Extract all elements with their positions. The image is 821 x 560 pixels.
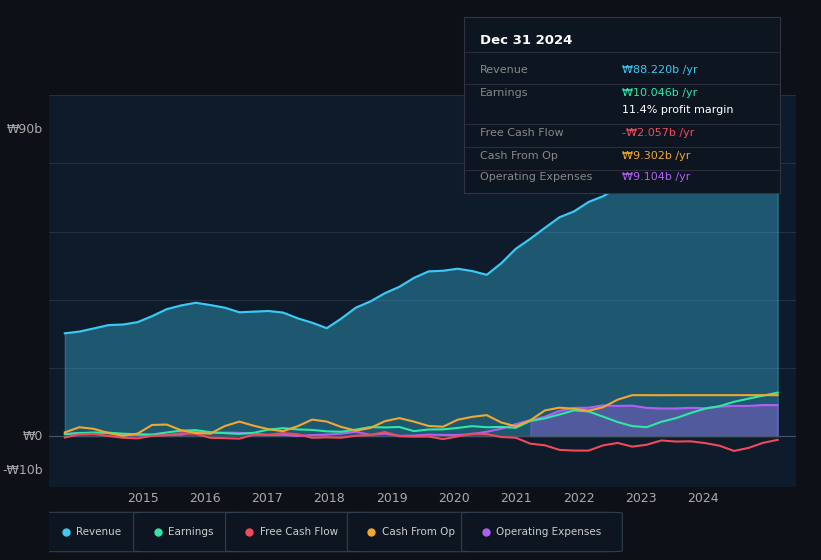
FancyBboxPatch shape [226,512,371,552]
Text: -₩2.057b /yr: -₩2.057b /yr [622,128,695,138]
Text: Operating Expenses: Operating Expenses [479,172,592,183]
FancyBboxPatch shape [347,512,485,552]
Text: Free Cash Flow: Free Cash Flow [260,527,338,537]
Text: Operating Expenses: Operating Expenses [496,527,601,537]
Text: Revenue: Revenue [479,65,529,74]
Text: ₩0: ₩0 [23,430,43,442]
Text: Earnings: Earnings [479,88,528,97]
Text: ₩9.302b /yr: ₩9.302b /yr [622,151,690,161]
FancyBboxPatch shape [134,512,250,552]
Text: ₩10.046b /yr: ₩10.046b /yr [622,88,697,97]
FancyBboxPatch shape [461,512,622,552]
Text: Free Cash Flow: Free Cash Flow [479,128,563,138]
Text: ₩90b: ₩90b [7,123,43,136]
Text: Earnings: Earnings [168,527,213,537]
Text: Dec 31 2024: Dec 31 2024 [479,35,572,48]
Text: -₩10b: -₩10b [2,464,43,477]
Text: ₩9.104b /yr: ₩9.104b /yr [622,172,690,183]
Text: Cash From Op: Cash From Op [382,527,455,537]
Text: Revenue: Revenue [76,527,122,537]
Text: 11.4% profit margin: 11.4% profit margin [622,105,733,115]
Text: ₩88.220b /yr: ₩88.220b /yr [622,65,698,74]
FancyBboxPatch shape [42,512,158,552]
Text: Cash From Op: Cash From Op [479,151,557,161]
